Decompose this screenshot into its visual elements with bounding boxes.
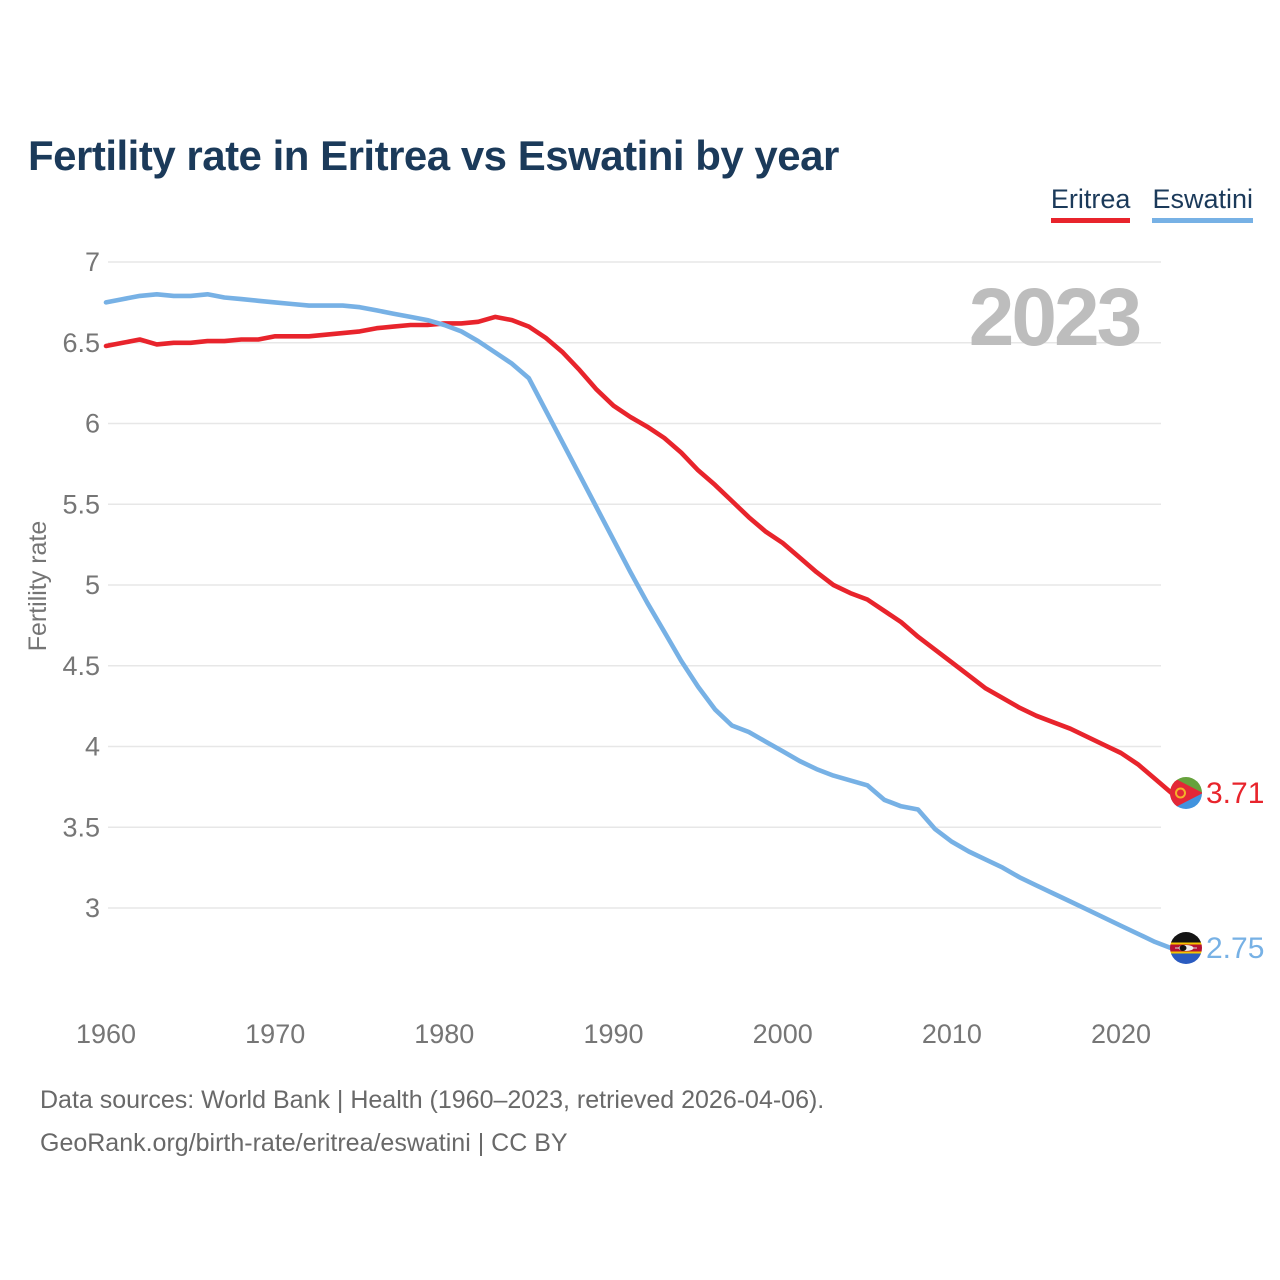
x-tick-label: 1990: [583, 1019, 643, 1049]
x-tick-label: 1980: [414, 1019, 474, 1049]
y-tick-label: 4: [85, 732, 100, 762]
y-tick-label: 3: [85, 893, 100, 923]
x-tick-label: 1970: [245, 1019, 305, 1049]
eswatini-line[interactable]: [103, 291, 1175, 951]
x-tick-label: 1960: [76, 1019, 136, 1049]
y-tick-label: 5.5: [62, 489, 100, 519]
legend-item-eritrea[interactable]: Eritrea: [1050, 184, 1131, 223]
footer: Data sources: World Bank | Health (1960–…: [40, 1079, 824, 1165]
eritrea-flag-icon: [1170, 777, 1202, 809]
x-tick-label: 2000: [753, 1019, 813, 1049]
x-tick-label: 2020: [1091, 1019, 1151, 1049]
y-tick-label: 4.5: [62, 651, 100, 681]
y-tick-label: 3.5: [62, 812, 100, 842]
page-title: Fertility rate in Eritrea vs Eswatini by…: [28, 132, 839, 180]
gridlines: 7 6.5 6 5.5 5 4.5 4 3.5 3: [62, 247, 1161, 923]
footer-attribution-line: GeoRank.org/birth-rate/eritrea/eswatini …: [40, 1129, 568, 1157]
watermark-year: 2023: [969, 272, 1140, 363]
y-tick-label: 6: [85, 409, 100, 439]
y-axis-label: Fertility rate: [24, 521, 52, 652]
eswatini-end-value: 2.75: [1206, 932, 1264, 965]
legend-label-eritrea: Eritrea: [1050, 184, 1131, 214]
x-axis-ticks: 1960 1970 1980 1990 2000 2010 2020: [76, 1019, 1151, 1049]
series-lines: [103, 291, 1175, 951]
y-tick-label: 6.5: [62, 328, 100, 358]
y-tick-label: 5: [85, 570, 100, 600]
eritrea-line[interactable]: [103, 314, 1175, 796]
legend-item-eswatini[interactable]: Eswatini: [1152, 184, 1253, 223]
x-tick-label: 2010: [922, 1019, 982, 1049]
legend-label-eswatini: Eswatini: [1152, 184, 1253, 214]
y-tick-label: 7: [85, 247, 100, 277]
legend: Eritrea Eswatini: [1050, 184, 1253, 223]
eswatini-flag-icon: [1170, 932, 1202, 964]
footer-sources-line: Data sources: World Bank | Health (1960–…: [40, 1086, 825, 1114]
eritrea-end-value: 3.71: [1206, 777, 1264, 810]
